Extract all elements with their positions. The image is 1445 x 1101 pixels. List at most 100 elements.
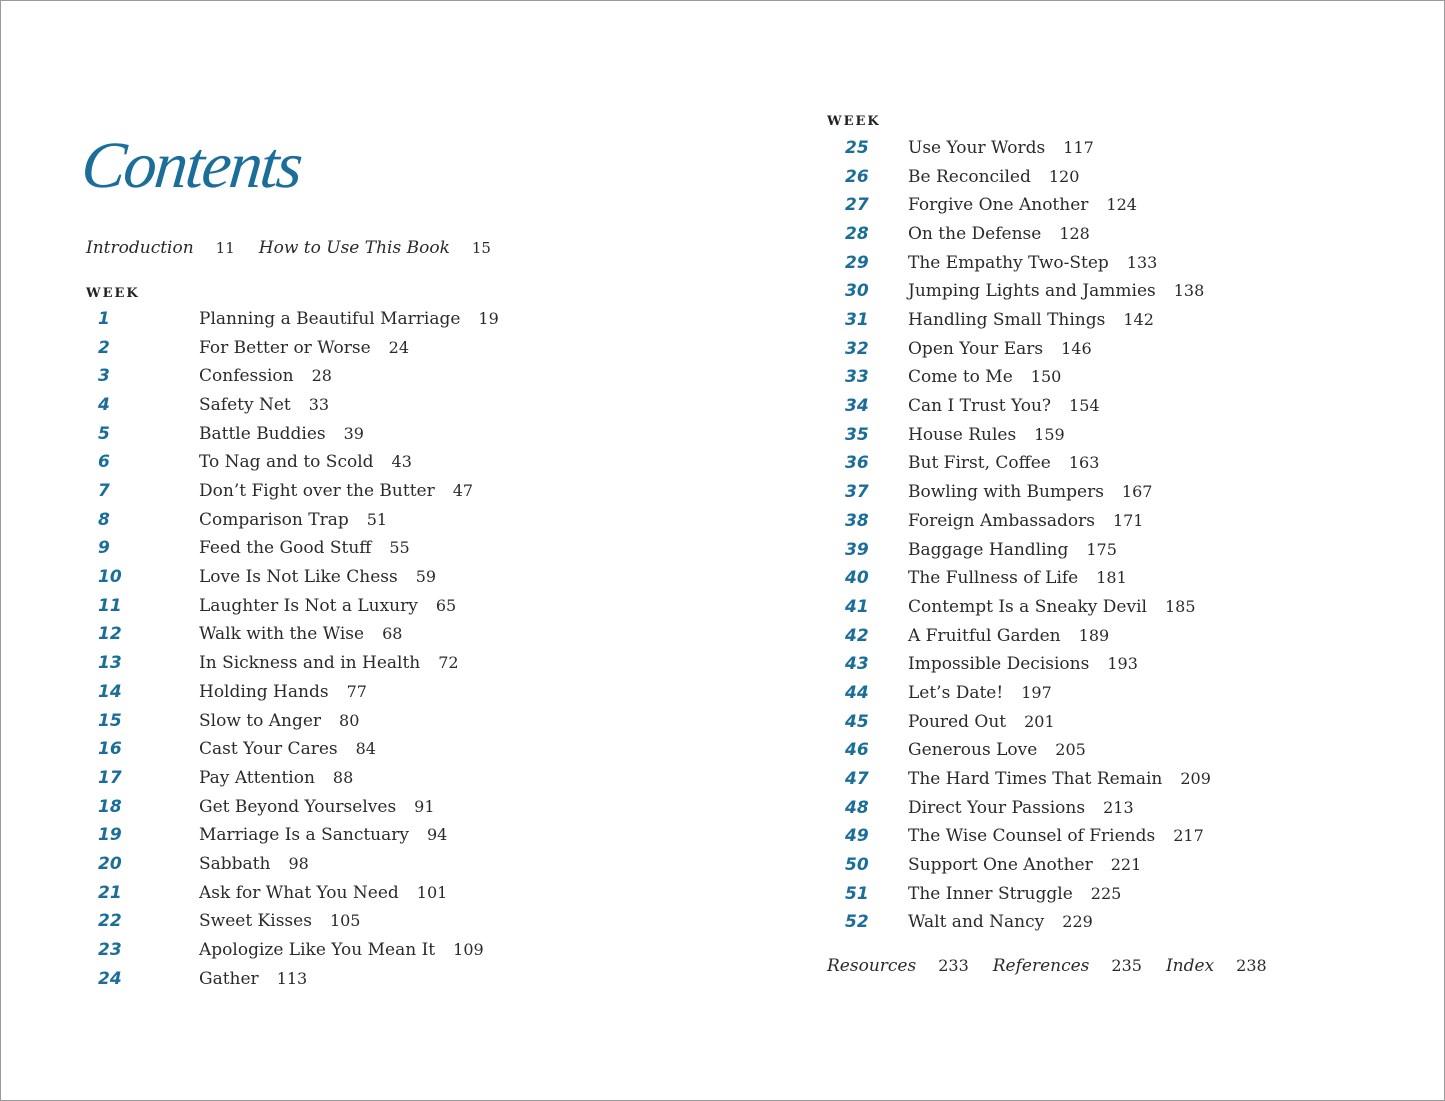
chapter-entry: The Empathy Two-Step 133 — [908, 253, 1157, 273]
chapter-title: For Better or Worse — [199, 337, 371, 358]
week-number: 18 — [98, 796, 122, 817]
front-entry-label[interactable]: How to Use This Book — [258, 238, 450, 258]
chapter-title: Sabbath — [199, 853, 271, 874]
chapter-title: House Rules — [908, 424, 1017, 445]
chapter-page: 98 — [288, 853, 309, 873]
week-number: 52 — [845, 912, 869, 933]
chapter-page: 175 — [1086, 539, 1117, 559]
chapter-page: 80 — [339, 710, 360, 730]
week-number: 12 — [98, 624, 122, 645]
chapter-entry: Support One Another 221 — [908, 855, 1141, 875]
chapter-title: Jumping Lights and Jammies — [908, 281, 1156, 302]
week-number: 30 — [845, 281, 869, 302]
chapter-page: 55 — [389, 538, 410, 558]
chapter-page: 117 — [1063, 138, 1094, 157]
chapter-page: 138 — [1173, 281, 1205, 301]
chapter-title: Generous Love — [908, 740, 1038, 761]
chapter-page: 209 — [1180, 768, 1211, 788]
chapter-entry: Impossible Decisions 193 — [908, 654, 1138, 674]
chapter-entry: Don’t Fight over the Butter 47 — [199, 481, 473, 501]
front-entry-page: 11 — [215, 239, 235, 257]
chapter-page: 68 — [382, 624, 403, 644]
chapter-title: Forgive One Another — [908, 195, 1089, 216]
chapter-page: 51 — [366, 509, 388, 529]
chapter-entry: Use Your Words 117 — [908, 138, 1094, 158]
chapter-page: 113 — [276, 968, 308, 988]
chapter-title: Pay Attention — [199, 767, 315, 788]
chapter-entry: The Fullness of Life 181 — [908, 568, 1127, 588]
chapter-entry: Contempt Is a Sneaky Devil 185 — [908, 597, 1196, 617]
week-number: 21 — [98, 882, 122, 903]
back-entry-label[interactable]: Index — [1165, 956, 1215, 976]
chapter-entry: Love Is Not Like Chess 59 — [199, 567, 436, 587]
chapter-entry: Let’s Date! 197 — [908, 683, 1052, 703]
chapter-entry: Sabbath 98 — [199, 854, 309, 874]
chapter-entry: The Inner Struggle 225 — [908, 884, 1121, 904]
chapter-entry: Bowling with Bumpers 167 — [908, 482, 1152, 502]
week-number: 19 — [98, 825, 122, 846]
back-entry-page: 238 — [1236, 956, 1267, 975]
chapter-title: The Hard Times That Remain — [908, 768, 1163, 789]
back-entry-page: 233 — [938, 956, 969, 975]
week-number: 14 — [98, 681, 122, 702]
week-number: 35 — [845, 424, 869, 445]
chapter-entry: Holding Hands 77 — [199, 682, 367, 702]
chapter-entry: Feed the Good Stuff 55 — [199, 538, 410, 558]
chapter-page: 167 — [1121, 482, 1153, 502]
chapter-page: 213 — [1103, 797, 1134, 817]
week-number: 1 — [98, 309, 110, 329]
chapter-page: 94 — [427, 825, 448, 845]
chapter-entry: Walk with the Wise 68 — [199, 624, 402, 644]
week-number: 3 — [98, 366, 110, 387]
chapter-entry: Walt and Nancy 229 — [908, 912, 1093, 932]
chapter-entry: Poured Out 201 — [908, 712, 1055, 732]
chapter-title: Walk with the Wise — [199, 624, 365, 645]
chapter-page: 142 — [1123, 310, 1154, 330]
chapter-entry: A Fruitful Garden 189 — [908, 626, 1109, 646]
week-number: 6 — [98, 452, 110, 473]
chapter-entry: Handling Small Things 142 — [908, 310, 1154, 330]
week-number: 29 — [845, 252, 869, 273]
chapter-entry: Planning a Beautiful Marriage 19 — [199, 309, 499, 329]
chapter-entry: Open Your Ears 146 — [908, 339, 1092, 359]
chapter-entry: Marriage Is a Sanctuary 94 — [199, 825, 447, 845]
chapter-page: 77 — [346, 681, 367, 701]
chapter-page: 43 — [391, 452, 412, 472]
chapter-title: Safety Net — [199, 395, 291, 416]
chapter-title: Foreign Ambassadors — [908, 510, 1095, 531]
chapter-title: Contempt Is a Sneaky Devil — [908, 596, 1147, 617]
chapter-title: Love Is Not Like Chess — [199, 567, 398, 588]
week-number: 44 — [845, 682, 869, 703]
week-number: 31 — [845, 310, 869, 331]
week-number: 39 — [845, 539, 869, 560]
week-header-right: WEEK — [827, 114, 881, 129]
week-number: 37 — [845, 482, 869, 503]
back-entry-page: 235 — [1111, 956, 1142, 975]
chapter-title: Come to Me — [908, 367, 1013, 388]
chapter-page: 88 — [332, 767, 354, 787]
chapter-title: In Sickness and in Health — [199, 653, 421, 674]
chapter-page: 39 — [343, 423, 364, 443]
chapter-title: Laughter Is Not a Luxury — [199, 595, 418, 616]
chapter-title: But First, Coffee — [908, 453, 1051, 474]
chapter-page: 221 — [1110, 855, 1142, 874]
front-entry-label[interactable]: Introduction — [86, 238, 194, 258]
chapter-title: Comparison Trap — [199, 509, 349, 530]
chapter-title: Can I Trust You? — [908, 396, 1052, 417]
week-number: 25 — [845, 138, 869, 158]
chapter-entry: Ask for What You Need 101 — [199, 883, 447, 903]
week-number: 45 — [845, 711, 869, 732]
week-number: 2 — [98, 337, 110, 358]
chapter-title: On the Defense — [908, 224, 1042, 245]
back-entry-label[interactable]: Resources — [827, 956, 917, 976]
chapter-page: 28 — [311, 366, 332, 386]
chapter-entry: Pay Attention 88 — [199, 768, 353, 788]
back-entry-label[interactable]: References — [992, 956, 1090, 976]
chapter-page: 72 — [438, 653, 459, 673]
week-number: 22 — [98, 911, 122, 932]
week-number: 34 — [845, 396, 869, 417]
chapter-entry: The Hard Times That Remain 209 — [908, 769, 1211, 789]
week-number: 17 — [98, 767, 122, 788]
chapter-entry: Come to Me 150 — [908, 367, 1061, 387]
week-header-left: WEEK — [86, 286, 140, 301]
